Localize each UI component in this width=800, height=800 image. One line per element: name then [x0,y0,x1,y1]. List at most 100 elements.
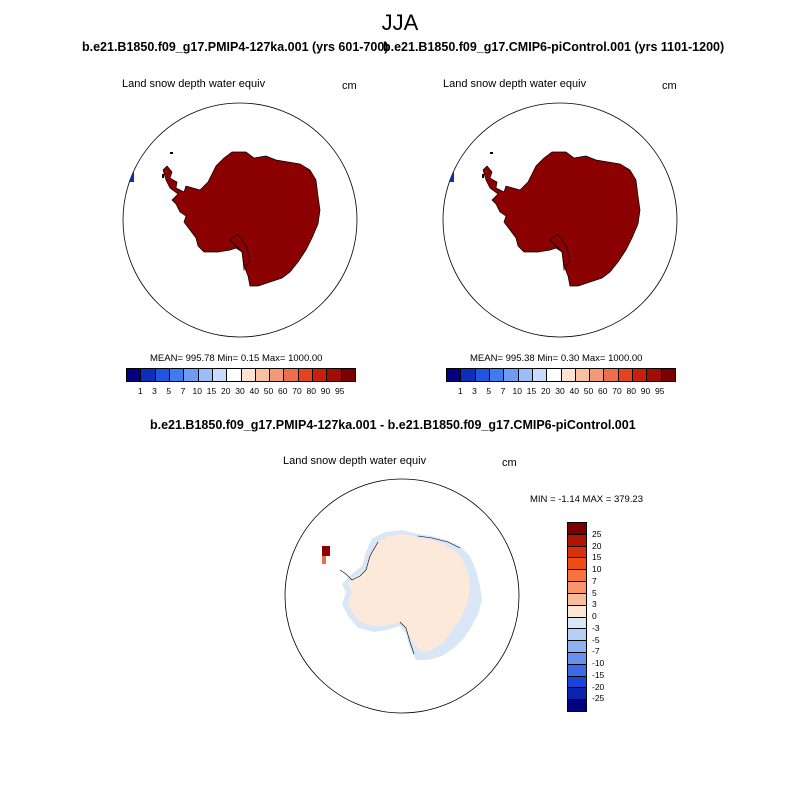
colorbar-tick-label: 60 [598,386,608,396]
colorbar-tick-label: 1 [137,386,143,396]
panel-1-stats: MEAN= 995.78 Min= 0.15 Max= 1000.00 [150,353,323,364]
colorbar-swatch [169,369,185,381]
colorbar-swatch [568,593,586,606]
colorbar-tick-label: 7 [180,386,186,396]
panel-2-colorbar [446,368,676,382]
diff-colorbar [567,522,587,712]
colorbar-tick-label: 25 [592,528,602,539]
colorbar-tick-label: 70 [292,386,302,396]
ocean-fleck [130,172,134,182]
colorbar-swatch [547,369,562,381]
panel-1-map [122,102,358,338]
panel-1-colorbar [126,368,356,382]
colorbar-swatch [298,369,314,381]
colorbar-swatch [568,700,586,711]
panel-1-title: b.e21.B1850.f09_g17.PMIP4-127ka.001 (yrs… [82,40,389,54]
colorbar-swatch [568,546,586,559]
colorbar-tick-label: 7 [500,386,506,396]
colorbar-swatch [212,369,228,381]
colorbar-swatch [568,605,586,618]
colorbar-swatch [590,369,605,381]
colorbar-tick-label: -20 [592,681,605,692]
colorbar-tick-label: 1 [457,386,463,396]
panel-1-variable: Land snow depth water equiv [122,78,266,90]
colorbar-tick-label: 0 [592,611,597,621]
antarctica-snow-region [162,151,321,287]
colorbar-swatch [255,369,271,381]
colorbar-swatch [184,369,199,381]
colorbar-tick-label: 60 [278,386,288,396]
colorbar-tick-label: 50 [263,386,274,396]
panel-2-units: cm [662,80,677,92]
colorbar-tick-label: 3 [472,386,477,396]
colorbar-swatch [313,369,328,381]
season-title: JJA [381,10,419,35]
colorbar-tick-label: 30 [555,386,565,396]
ocean-fleck [450,172,454,182]
colorbar-tick-label: 90 [320,386,331,396]
colorbar-tick-label: -25 [592,693,605,704]
colorbar-tick-label: 15 [206,386,217,396]
colorbar-swatch [575,369,591,381]
colorbar-tick-label: -3 [592,622,600,633]
colorbar-tick-label: 95 [335,386,345,396]
colorbar-tick-label: -5 [592,634,600,645]
panel-2-stats: MEAN= 995.38 Min= 0.30 Max= 1000.00 [470,353,643,364]
colorbar-tick-label: 20 [592,540,602,551]
colorbar-tick-label: -7 [592,646,600,657]
colorbar-swatch [561,369,576,381]
colorbar-tick-label: 40 [249,386,259,396]
colorbar-swatch [568,676,586,689]
colorbar-swatch [447,369,462,381]
colorbar-swatch [568,534,586,547]
colorbar-swatch [661,369,675,381]
colorbar-tick-label: 50 [583,386,594,396]
colorbar-tick-label: 15 [592,552,602,563]
diff-panel-units: cm [502,457,517,469]
colorbar-swatch [568,558,586,571]
colorbar-tick-label: 30 [235,386,245,396]
colorbar-swatch [341,369,355,381]
colorbar-swatch [568,523,586,535]
colorbar-tick-label: 3 [592,599,597,610]
colorbar-swatch [568,641,586,653]
colorbar-swatch [141,369,156,381]
colorbar-swatch [568,688,586,701]
colorbar-tick-label: 15 [526,386,537,396]
colorbar-swatch [475,369,490,381]
colorbar-swatch [604,369,619,381]
panel-1-colorbar-labels: 1 3 5 7 10 15 20 30 40 50 60 70 80 90 95 [126,386,354,398]
colorbar-tick-label: 10 [192,386,202,396]
colorbar-swatch [270,369,285,381]
colorbar-swatch [633,369,648,381]
colorbar-tick-label: 7 [592,575,597,586]
colorbar-swatch [568,629,586,642]
colorbar-tick-label: 95 [655,386,665,396]
colorbar-swatch [489,369,505,381]
colorbar-tick-label: 5 [486,386,492,396]
diff-colorbar-labels: 25 20 15 10 7 5 3 0 -3 -5 -7 -10 -15 -20 -25 [592,522,622,710]
colorbar-tick-label: -10 [592,658,605,668]
antarctica-snow-region [482,151,641,287]
large-positive-difference-region [322,546,330,556]
colorbar-tick-label: 5 [166,386,172,396]
colorbar-tick-label: 70 [612,386,622,396]
colorbar-tick-label: 20 [541,386,551,396]
colorbar-swatch [568,582,586,594]
colorbar-tick-label: 3 [152,386,157,396]
small-positive-difference-region [348,534,470,652]
colorbar-swatch [127,369,142,381]
colorbar-tick-label: 40 [569,386,579,396]
diff-panel-stats: MIN = -1.14 MAX = 379.23 [530,494,644,505]
colorbar-swatch [241,369,256,381]
colorbar-tick-label: -15 [592,669,605,680]
colorbar-swatch [568,617,586,630]
colorbar-swatch [518,369,533,381]
panel-2-map [442,102,678,338]
colorbar-swatch [568,652,586,665]
colorbar-swatch [647,369,662,381]
colorbar-swatch [461,369,476,381]
colorbar-swatch [227,369,242,381]
colorbar-swatch [532,369,548,381]
colorbar-swatch [327,369,342,381]
